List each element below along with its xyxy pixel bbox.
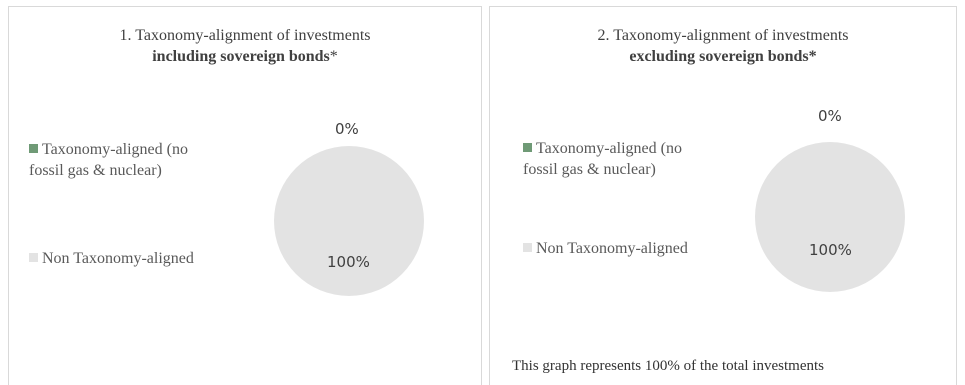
chart-1-subtitle: including sovereign bonds [152,48,330,65]
legend-label-non-aligned: Non Taxonomy-aligned [536,240,688,257]
legend-label-aligned-line2: fossil gas & nuclear) [523,161,656,178]
chart-2-footnote: This graph represents 100% of the total … [512,358,825,374]
chart-2-title-line: 2. Taxonomy-alignment of investments [597,27,849,44]
legend-item-aligned-1: Taxonomy-aligned (no fossil gas & nuclea… [29,139,269,181]
legend-label-non-aligned: Non Taxonomy-aligned [42,250,194,267]
chart-2-title: 2. Taxonomy-alignment of investments exc… [490,25,956,67]
chart-2-subtitle: excluding sovereign bonds* [629,48,817,65]
chart-1-title: 1. Taxonomy-alignment of investments inc… [9,25,481,67]
pie-slice-non-aligned [274,146,424,296]
data-label-non-aligned-2: 100% [809,241,852,259]
legend-swatch-non-aligned [29,253,38,262]
chart-1-subtitle-suffix: * [329,48,338,65]
legend-swatch-aligned [29,144,38,153]
chart-1-subtitle-line: including sovereign bonds* [9,46,481,67]
chart-panel-2: 2. Taxonomy-alignment of investments exc… [489,6,957,385]
pie-slice-non-aligned [755,142,905,292]
chart-1-title-line: 1. Taxonomy-alignment of investments [119,27,371,44]
legend-item-non-aligned-1: Non Taxonomy-aligned [29,248,269,269]
legend-item-non-aligned-2: Non Taxonomy-aligned [523,238,763,259]
data-label-non-aligned-1: 100% [327,253,370,271]
legend-label-aligned-line2: fossil gas & nuclear) [29,162,162,179]
legend-swatch-non-aligned [523,243,532,252]
pie-chart-2 [755,142,905,292]
legend-item-aligned-2: Taxonomy-aligned (no fossil gas & nuclea… [523,138,763,180]
legend-swatch-aligned [523,143,532,152]
legend-label-aligned-line1: Taxonomy-aligned (no [42,141,188,158]
data-label-aligned-1: 0% [335,120,359,138]
chart-panel-1: 1. Taxonomy-alignment of investments inc… [8,6,482,385]
legend-label-aligned-line1: Taxonomy-aligned (no [536,140,682,157]
pie-chart-1 [274,146,424,296]
data-label-aligned-2: 0% [818,107,842,125]
